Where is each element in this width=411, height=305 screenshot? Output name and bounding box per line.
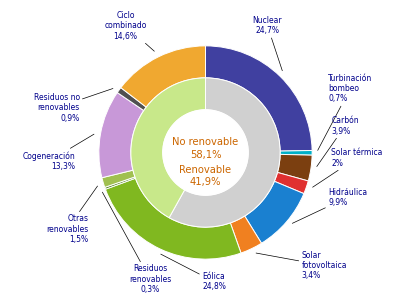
Text: Residuos no
renovables
0,9%: Residuos no renovables 0,9% xyxy=(34,88,113,123)
Wedge shape xyxy=(230,216,261,253)
Wedge shape xyxy=(245,181,304,243)
Text: Ciclo
combinado
14,6%: Ciclo combinado 14,6% xyxy=(104,11,154,51)
Text: Solar térmica
2%: Solar térmica 2% xyxy=(313,148,383,187)
Text: No renovable: No renovable xyxy=(172,137,239,147)
Text: 41,9%: 41,9% xyxy=(190,177,221,187)
Text: Eólica
24,8%: Eólica 24,8% xyxy=(161,254,226,291)
Wedge shape xyxy=(105,177,136,189)
Text: Cogeneración
13,3%: Cogeneración 13,3% xyxy=(23,134,94,171)
Wedge shape xyxy=(105,178,241,259)
Text: Hidráulica
9,9%: Hidráulica 9,9% xyxy=(292,188,367,223)
Wedge shape xyxy=(169,78,280,227)
Wedge shape xyxy=(131,78,206,218)
Text: Renovable: Renovable xyxy=(180,165,231,174)
Text: Carbón
3,9%: Carbón 3,9% xyxy=(317,116,359,167)
Wedge shape xyxy=(117,88,146,110)
Text: 58,1%: 58,1% xyxy=(190,150,221,160)
Circle shape xyxy=(163,110,248,195)
Wedge shape xyxy=(121,46,206,107)
Wedge shape xyxy=(280,150,312,155)
Wedge shape xyxy=(275,172,308,194)
Text: Residuos
renovables
0,3%: Residuos renovables 0,3% xyxy=(102,192,171,294)
Text: Nuclear
24,7%: Nuclear 24,7% xyxy=(252,16,282,71)
Text: Otras
renovables
1,5%: Otras renovables 1,5% xyxy=(46,186,97,244)
Text: Solar
fotovoltaica
3,4%: Solar fotovoltaica 3,4% xyxy=(256,251,347,280)
Wedge shape xyxy=(99,92,144,178)
Wedge shape xyxy=(102,170,135,187)
Text: Turbinación
bombeo
0,7%: Turbinación bombeo 0,7% xyxy=(318,74,372,150)
Wedge shape xyxy=(206,46,312,151)
Wedge shape xyxy=(277,154,312,181)
